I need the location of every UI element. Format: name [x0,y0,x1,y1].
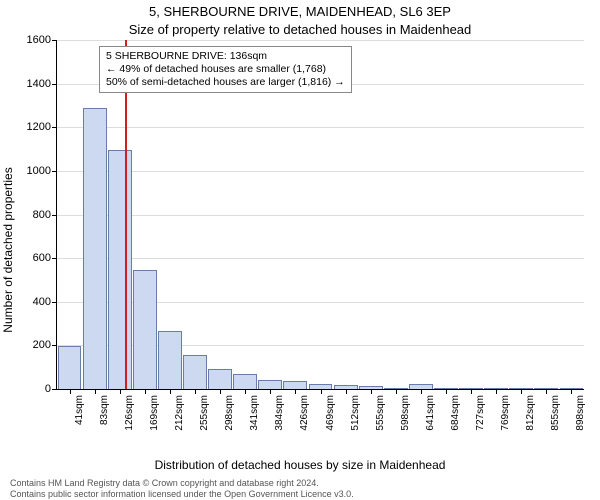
annotation-line-3: 50% of semi-detached houses are larger (… [106,76,345,89]
y-tick [52,84,57,85]
y-tick [52,302,57,303]
x-tick-label: 212sqm [174,395,185,431]
x-tick [195,389,196,394]
y-tick-label: 400 [33,296,51,308]
x-tick [95,389,96,394]
x-tick-label: 512sqm [350,395,361,431]
y-tick-label: 200 [33,339,51,351]
x-tick-label: 641sqm [425,395,436,431]
x-tick [70,389,71,394]
x-tick-label: 83sqm [99,395,110,425]
y-tick-label: 800 [33,209,51,221]
x-tick [546,389,547,394]
histogram-bar [108,150,132,389]
x-tick [120,389,121,394]
x-tick [145,389,146,394]
x-tick [245,389,246,394]
footer-line-1: Contains HM Land Registry data © Crown c… [10,478,319,488]
y-tick-label: 1000 [27,165,51,177]
y-tick [52,171,57,172]
x-tick [346,389,347,394]
gridline [57,215,584,216]
y-tick [52,389,57,390]
x-tick-label: 255sqm [199,395,210,431]
x-tick-label: 41sqm [74,395,85,425]
histogram-bar [208,369,232,389]
x-tick [371,389,372,394]
x-tick-label: 769sqm [500,395,511,431]
x-tick [170,389,171,394]
x-tick-label: 469sqm [325,395,336,431]
x-tick [571,389,572,394]
gridline [57,171,584,172]
x-tick [295,389,296,394]
histogram-bar [283,381,307,389]
y-tick [52,127,57,128]
y-tick-label: 1400 [27,78,51,90]
x-tick-label: 126sqm [124,395,135,431]
y-tick-label: 1600 [27,34,51,46]
x-tick [521,389,522,394]
x-tick-label: 598sqm [400,395,411,431]
annotation-line-2: ← 49% of detached houses are smaller (1,… [106,63,345,76]
x-tick-label: 727sqm [475,395,486,431]
x-tick-label: 555sqm [375,395,386,431]
y-tick [52,345,57,346]
histogram-bar [183,355,207,389]
x-tick-label: 384sqm [274,395,285,431]
x-tick-label: 684sqm [450,395,461,431]
x-tick-label: 898sqm [575,395,586,431]
x-tick [270,389,271,394]
y-tick-label: 600 [33,252,51,264]
y-tick-label: 1200 [27,121,51,133]
histogram-bar [133,270,157,389]
x-tick [446,389,447,394]
x-tick-label: 855sqm [550,395,561,431]
y-tick [52,258,57,259]
gridline [57,127,584,128]
x-tick-label: 341sqm [249,395,260,431]
x-tick [321,389,322,394]
y-tick-label: 0 [45,383,51,395]
x-tick-label: 426sqm [299,395,310,431]
footer-line-2: Contains public sector information licen… [10,489,354,499]
x-tick [396,389,397,394]
y-axis-label: Number of detached properties [1,167,15,332]
histogram-bar [233,374,257,389]
histogram-bar [83,108,107,389]
annotation-box: 5 SHERBOURNE DRIVE: 136sqm ← 49% of deta… [99,46,352,93]
x-tick [220,389,221,394]
x-tick [471,389,472,394]
histogram-bar [58,346,82,389]
chart-title: 5, SHERBOURNE DRIVE, MAIDENHEAD, SL6 3EP [0,4,600,19]
y-tick [52,40,57,41]
x-tick [421,389,422,394]
histogram-bar [258,380,282,389]
x-tick-label: 169sqm [149,395,160,431]
x-tick-label: 812sqm [525,395,536,431]
chart-subtitle: Size of property relative to detached ho… [0,22,600,37]
gridline [57,258,584,259]
gridline [57,40,584,41]
x-tick-label: 298sqm [224,395,235,431]
plot-area: 0200400600800100012001400160041sqm83sqm1… [56,40,584,390]
x-axis-label: Distribution of detached houses by size … [0,458,600,472]
y-tick [52,215,57,216]
annotation-line-1: 5 SHERBOURNE DRIVE: 136sqm [106,50,345,63]
x-tick [496,389,497,394]
histogram-bar [158,331,182,389]
